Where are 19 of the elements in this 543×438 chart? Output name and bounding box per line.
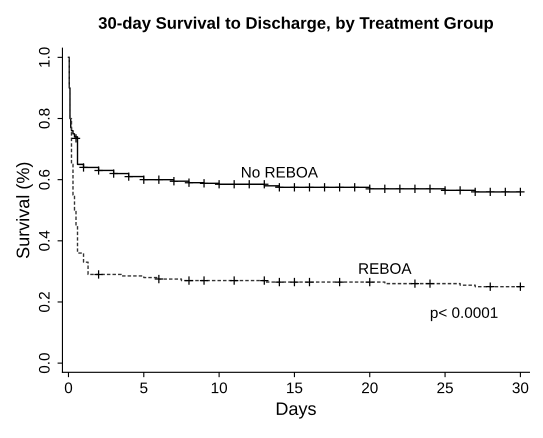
y-tick-label: 0.2 (38, 292, 50, 312)
x-tick-label: 15 (287, 382, 302, 394)
x-tick-label: 25 (437, 382, 453, 394)
x-tick-label: 30 (512, 382, 528, 394)
x-tick-label: 20 (362, 382, 378, 394)
y-axis-title: Survival (%) (16, 162, 33, 258)
y-tick-label: 0.6 (38, 170, 50, 190)
x-tick-label: 0 (64, 382, 72, 394)
series-label: No REBOA (242, 166, 318, 178)
chart-title: 30-day Survival to Discharge, by Treatment Group (98, 16, 494, 32)
y-tick-label: 0.8 (38, 108, 50, 129)
x-tick-label: 10 (212, 382, 228, 394)
y-tick-label: 0.4 (38, 230, 50, 251)
y-tick-label: 0.0 (38, 353, 50, 374)
x-axis-title: Days (276, 402, 316, 419)
series-label: REBOA (359, 263, 412, 274)
x-tick-label: 5 (140, 382, 148, 394)
y-tick-label: 1.0 (38, 47, 50, 67)
annotation: p< 0.0001 (430, 307, 498, 322)
